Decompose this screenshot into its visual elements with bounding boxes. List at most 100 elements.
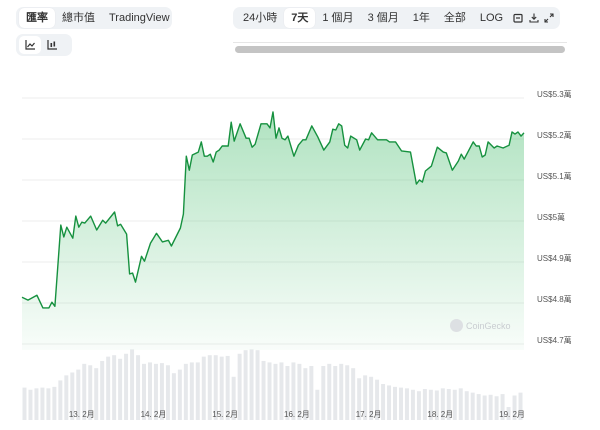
volume-bar	[333, 366, 338, 420]
volume-bar	[153, 363, 158, 420]
volume-bar	[518, 392, 523, 420]
download-icon	[528, 13, 539, 23]
watermark-text: CoinGecko	[466, 320, 511, 331]
volume-bar	[231, 376, 236, 420]
volume-bar	[70, 372, 75, 420]
download-button[interactable]	[526, 9, 542, 27]
volume-bar	[58, 380, 63, 420]
volume-bar	[315, 389, 320, 420]
log-scale-button[interactable]: LOG	[479, 12, 504, 24]
fullscreen-button[interactable]	[541, 9, 557, 27]
range-7d[interactable]: 7天	[284, 8, 316, 28]
volume-bar	[124, 353, 129, 420]
x-tick-label: 14. 2月	[141, 410, 167, 419]
coingecko-logo-icon	[450, 319, 463, 332]
volume-bar	[82, 363, 87, 420]
volume-bar	[207, 355, 212, 420]
volume-bar	[297, 363, 302, 420]
volume-bar	[428, 389, 433, 420]
volume-bar	[339, 363, 344, 420]
y-tick-label: US$5.2萬	[537, 130, 572, 140]
tab-price[interactable]: 匯率	[19, 8, 55, 28]
volume-bar	[22, 387, 27, 420]
volume-bar	[273, 363, 278, 420]
price-area-fill	[22, 111, 524, 351]
volume-bar	[142, 363, 146, 420]
coingecko-watermark: CoinGecko	[450, 319, 511, 332]
volume-bar	[464, 391, 469, 420]
volume-bar	[387, 385, 392, 420]
y-tick-label: US$4.7萬	[537, 335, 572, 345]
candlestick-chart-button[interactable]	[41, 36, 63, 54]
chart-type-toggle	[16, 34, 72, 56]
volume-bar	[285, 366, 290, 420]
volume-bar	[76, 369, 81, 420]
volume-bar	[500, 394, 505, 420]
range-1y[interactable]: 1年	[412, 12, 430, 24]
volume-bar	[369, 376, 374, 420]
line-chart-button[interactable]	[19, 36, 41, 54]
volume-bar	[165, 365, 170, 420]
volume-bar	[482, 395, 487, 420]
volume-bar	[506, 407, 511, 420]
volume-bar	[381, 384, 386, 420]
volume-bar	[213, 355, 218, 420]
tab-market-cap[interactable]: 總市值	[62, 12, 95, 24]
y-tick-label: US$4.8萬	[537, 294, 572, 304]
volume-bar	[237, 353, 242, 420]
volume-bar	[452, 389, 457, 420]
volume-bar	[201, 356, 206, 420]
x-tick-label: 18. 2月	[427, 410, 453, 419]
volume-bar	[399, 387, 403, 420]
volume-bar	[404, 388, 409, 420]
volume-bar	[177, 369, 182, 420]
volume-bar	[118, 358, 123, 420]
divider	[233, 42, 567, 43]
volume-bar	[183, 363, 188, 420]
volume-bar	[136, 355, 141, 420]
y-tick-label: US$5.3萬	[537, 89, 572, 99]
volume-bar	[494, 396, 499, 420]
volume-bar	[410, 389, 415, 420]
volume-bar	[476, 394, 481, 420]
volume-bar	[148, 362, 152, 420]
volume-bar	[40, 387, 45, 420]
volume-bar	[434, 390, 439, 420]
time-range-tabs: 24小時 7天 1 個月 3 個月 1年 全部 LOG	[233, 7, 560, 29]
x-tick-label: 15. 2月	[212, 410, 238, 419]
range-all[interactable]: 全部	[443, 12, 466, 24]
volume-bar	[52, 386, 57, 420]
line-chart-icon	[24, 40, 35, 50]
volume-bar	[112, 355, 117, 420]
fullscreen-icon	[544, 13, 554, 23]
volume-bar	[34, 388, 39, 420]
volume-bar	[261, 360, 266, 420]
volume-bar	[363, 375, 368, 420]
volume-bar	[28, 389, 33, 420]
volume-bar	[219, 356, 224, 420]
volume-bar	[351, 368, 356, 420]
volume-bar	[458, 388, 463, 420]
tab-tradingview[interactable]: TradingView	[109, 12, 170, 24]
x-tick-label: 13. 2月	[69, 410, 95, 419]
volume-bar	[195, 362, 200, 420]
volume-bar	[249, 349, 254, 420]
volume-bar	[267, 362, 272, 420]
range-24h[interactable]: 24小時	[243, 12, 278, 24]
volume-bar	[512, 395, 517, 420]
volume-bar	[291, 362, 296, 420]
range-3m[interactable]: 3 個月	[367, 12, 399, 24]
volume-bar	[225, 355, 230, 420]
volume-bar	[46, 388, 51, 420]
x-tick-label: 17. 2月	[356, 410, 382, 419]
volume-bar	[303, 368, 308, 420]
volume-bar	[470, 392, 475, 420]
y-tick-label: US$5.1萬	[537, 171, 572, 181]
calendar-button[interactable]	[510, 9, 526, 27]
range-1m[interactable]: 1 個月	[322, 12, 354, 24]
volume-bar	[189, 362, 194, 420]
horizontal-scrollbar[interactable]	[235, 46, 565, 53]
volume-bar	[255, 350, 260, 420]
volume-bar	[100, 360, 105, 420]
volume-bar	[393, 386, 397, 420]
